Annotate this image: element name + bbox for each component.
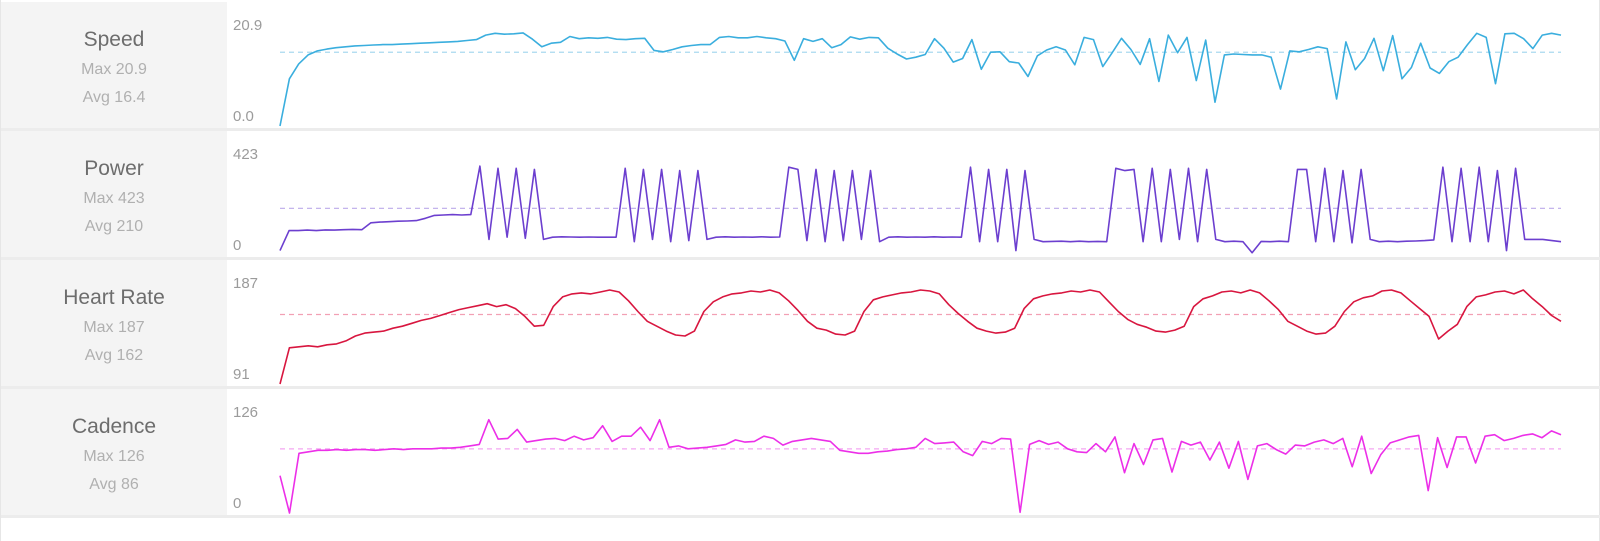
divider (1, 515, 1600, 518)
series-line (279, 165, 1562, 254)
heart-rate-avg: Avg 162 (84, 347, 144, 364)
power-label-column: Power Max 423 Avg 210 (1, 131, 227, 257)
speed-title: Speed (83, 28, 145, 51)
y-tick-min: 0 (233, 495, 241, 512)
speed-chart[interactable]: 20.9 0.0 (227, 2, 1600, 128)
y-tick-min: 91 (233, 366, 250, 383)
y-tick-max: 187 (233, 275, 258, 292)
divider (1, 128, 1600, 131)
heart-rate-title: Heart Rate (63, 286, 165, 309)
heart-rate-label-column: Heart Rate Max 187 Avg 162 (1, 260, 227, 386)
heart-rate-chart-svg: 187 91 (233, 275, 1562, 385)
power-max: Max 423 (83, 190, 145, 207)
divider (1, 386, 1600, 389)
power-chart-svg: 423 0 (233, 146, 1562, 254)
cadence-chart-svg: 126 0 (233, 404, 1562, 514)
speed-label-column: Speed Max 20.9 Avg 16.4 (1, 2, 227, 128)
power-avg: Avg 210 (84, 218, 144, 235)
power-panel: Power Max 423 Avg 210 423 0 (1, 131, 1600, 257)
y-tick-max: 126 (233, 404, 258, 421)
series-line (279, 32, 1562, 127)
heart-rate-panel: Heart Rate Max 187 Avg 162 187 91 (1, 260, 1600, 386)
cadence-label-column: Cadence Max 126 Avg 86 (1, 389, 227, 515)
cadence-panel: Cadence Max 126 Avg 86 126 0 (1, 389, 1600, 515)
speed-avg: Avg 16.4 (82, 89, 146, 106)
cadence-max: Max 126 (83, 448, 145, 465)
cadence-chart[interactable]: 126 0 (227, 389, 1600, 515)
speed-max: Max 20.9 (81, 61, 147, 78)
series-line (279, 289, 1562, 385)
power-chart[interactable]: 423 0 (227, 131, 1600, 257)
speed-panel: Speed Max 20.9 Avg 16.4 20.9 0.0 (1, 2, 1600, 128)
y-tick-max: 423 (233, 146, 258, 163)
divider (1, 257, 1600, 260)
y-tick-min: 0.0 (233, 108, 254, 125)
y-tick-max: 20.9 (233, 17, 262, 34)
y-tick-min: 0 (233, 237, 241, 254)
series-line (279, 418, 1562, 514)
cadence-avg: Avg 86 (89, 476, 139, 493)
heart-rate-chart[interactable]: 187 91 (227, 260, 1600, 386)
heart-rate-max: Max 187 (83, 319, 145, 336)
power-title: Power (84, 157, 144, 180)
cadence-title: Cadence (71, 415, 157, 438)
speed-chart-svg: 20.9 0.0 (233, 17, 1562, 127)
